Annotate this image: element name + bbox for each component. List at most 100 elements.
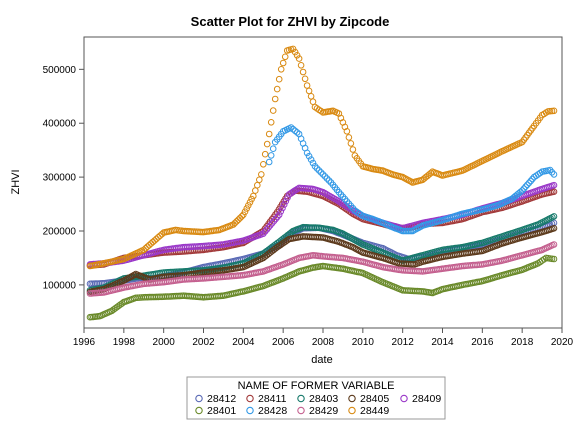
- data-point: [277, 66, 285, 73]
- legend-marker: [400, 394, 408, 403]
- legend-item-28401: 28401: [195, 405, 236, 417]
- data-point: [258, 171, 265, 178]
- data-point: [303, 149, 311, 157]
- legend-item-28411: 28411: [246, 393, 287, 405]
- data-point: [550, 181, 558, 189]
- data-point: [268, 219, 276, 227]
- data-point: [333, 197, 341, 204]
- data-point: [285, 191, 293, 198]
- data-point: [550, 188, 558, 195]
- data-point: [548, 169, 556, 176]
- data-point: [261, 228, 269, 235]
- legend-box: [186, 376, 446, 420]
- data-point: [347, 140, 355, 147]
- data-point: [267, 222, 274, 229]
- legend-label: 28449: [360, 405, 389, 417]
- data-point: [265, 158, 273, 166]
- data-point: [550, 171, 558, 178]
- data-point: [317, 169, 325, 176]
- data-point: [275, 211, 283, 219]
- data-point: [307, 93, 315, 100]
- x-tick-label: 2010: [352, 337, 375, 348]
- legend-label: 28428: [258, 405, 287, 417]
- data-point: [289, 125, 297, 133]
- data-points: [86, 45, 558, 321]
- data-point: [281, 53, 289, 61]
- data-point: [550, 213, 558, 220]
- data-point: [321, 173, 329, 180]
- x-tick-label: 2000: [153, 337, 176, 348]
- data-point: [277, 208, 285, 215]
- data-point: [279, 59, 287, 67]
- y-tick-label: 100000: [43, 280, 77, 291]
- data-point: [279, 204, 286, 212]
- data-point: [311, 163, 319, 170]
- data-point: [288, 229, 295, 236]
- data-point: [529, 175, 536, 183]
- legend-item-28409: 28409: [400, 393, 441, 405]
- data-point: [235, 216, 242, 223]
- data-point: [265, 224, 272, 231]
- x-tick-label: 2020: [551, 337, 574, 348]
- data-point: [313, 165, 321, 172]
- x-axis-label: date: [311, 354, 332, 366]
- data-point: [289, 188, 296, 196]
- x-tick-label: 1998: [113, 337, 136, 348]
- data-point: [550, 225, 558, 232]
- data-point: [284, 194, 291, 202]
- data-point: [267, 119, 275, 126]
- y-tick-label: 500000: [43, 65, 77, 76]
- legend-marker: [246, 406, 254, 415]
- data-point: [267, 152, 275, 159]
- data-point: [297, 62, 305, 69]
- data-point: [263, 140, 271, 148]
- y-axis-label: ZHVI: [10, 169, 22, 194]
- data-point: [349, 146, 357, 153]
- legend-marker: [348, 406, 356, 415]
- data-point: [309, 98, 317, 105]
- data-point: [290, 187, 298, 195]
- data-point: [520, 185, 528, 192]
- x-tick-label: 2016: [471, 337, 494, 348]
- legend-label: 28403: [309, 393, 338, 405]
- legend-marker: [348, 394, 356, 403]
- data-point: [243, 205, 250, 212]
- data-point: [241, 208, 249, 215]
- y-tick-label: 300000: [43, 173, 77, 184]
- legend-item-28449: 28449: [348, 405, 389, 417]
- legend-items: 28412 28411 28403 28405 28409 28401 28428 28429…: [195, 393, 441, 417]
- data-point: [522, 183, 529, 190]
- x-tick-label: 2018: [511, 337, 534, 348]
- data-point: [427, 169, 435, 177]
- chart-title: Scatter Plot for ZHVI by Zipcode: [191, 14, 390, 29]
- data-point: [305, 152, 313, 160]
- data-point: [246, 199, 254, 206]
- legend-label: 28409: [412, 393, 441, 405]
- data-point: [287, 124, 295, 131]
- data-point: [301, 75, 309, 83]
- x-tick-label: 2004: [232, 337, 255, 348]
- y-tick-label: 400000: [43, 119, 77, 130]
- data-point: [265, 130, 273, 138]
- data-point: [236, 214, 244, 222]
- data-point: [303, 82, 311, 89]
- data-point: [293, 129, 301, 136]
- data-point: [271, 95, 279, 103]
- data-point: [261, 150, 269, 158]
- data-point: [325, 177, 333, 184]
- legend-item-28412: 28412: [195, 393, 236, 405]
- legend-item-28429: 28429: [297, 405, 338, 417]
- x-tick-label: 2012: [392, 337, 415, 348]
- series-28428: [265, 124, 558, 235]
- series-28401: [86, 254, 558, 321]
- x-axis: 1996 1998 2000 2002 2004 2006 2008 2010 2012 2014…: [73, 328, 574, 348]
- data-point: [260, 230, 267, 237]
- data-point: [256, 176, 263, 184]
- legend-marker: [195, 394, 203, 403]
- data-point: [315, 167, 323, 174]
- data-point: [550, 255, 558, 263]
- legend-label: 28401: [207, 405, 236, 417]
- data-point: [272, 215, 279, 223]
- legend-label: 28429: [309, 405, 338, 417]
- legend-label: 28412: [207, 393, 236, 405]
